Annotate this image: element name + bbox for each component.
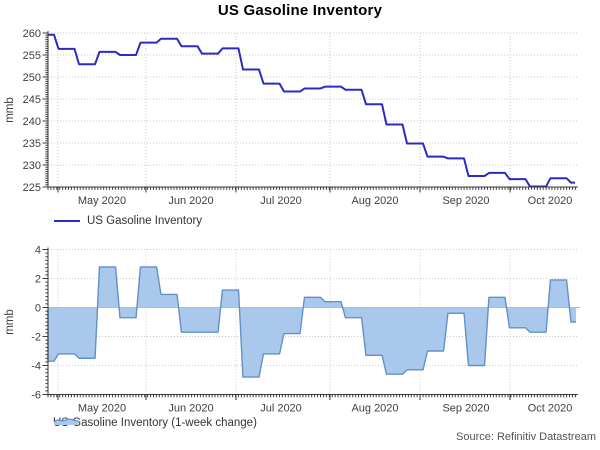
axes (42, 31, 578, 193)
tick-label: 260 (23, 28, 41, 40)
y-axis-unit-label: mmb (4, 309, 16, 335)
bottom-chart: -6 -4 -2 0 2 4 May 2020 Jun 2020 Jul 2020 Aug 202… (4, 245, 580, 415)
axes (42, 247, 578, 400)
tick-label: May 2020 (78, 403, 126, 415)
month-labels: May 2020 Jun 2020 Jul 2020 Aug 2020 Sep 2020… (78, 195, 572, 207)
tick-label: -2 (31, 332, 41, 344)
tick-label: 230 (23, 160, 41, 172)
tick-label: Sep 2020 (442, 403, 489, 415)
bottom-chart-legend: US Gasoline Inventory (1-week change) (53, 415, 257, 431)
tick-label: 0 (35, 303, 41, 315)
legend-label: US Gasoline Inventory (1-week change) (53, 417, 257, 429)
area-swatch-icon (53, 418, 79, 425)
month-labels: May 2020 Jun 2020 Jul 2020 Aug 2020 Sep 2020… (78, 403, 572, 415)
tick-label: Aug 2020 (351, 195, 398, 207)
tick-label: -6 (31, 390, 41, 402)
tick-label: 4 (35, 245, 41, 257)
gridlines (48, 32, 578, 187)
tick-label: -4 (31, 361, 41, 373)
gridlines (48, 249, 578, 395)
change-area-fill (48, 266, 576, 378)
tick-label: 240 (23, 116, 41, 128)
tick-label: Oct 2020 (528, 403, 573, 415)
top-chart-legend: US Gasoline Inventory (54, 213, 202, 229)
top-chart: 225 230 235 240 245 250 255 260 May 2020 Jun 2020… (4, 28, 578, 207)
tick-label: Jul 2020 (260, 195, 302, 207)
tick-label: 2 (35, 274, 41, 286)
y-axis-unit-label: mmb (4, 97, 16, 123)
tick-label: Jun 2020 (168, 195, 213, 207)
source-attribution: Source: Refinitiv Datastream (456, 431, 596, 443)
tick-label: 250 (23, 72, 41, 84)
y-tick-labels: -6 -4 -2 0 2 4 (31, 245, 41, 402)
tick-label: Jun 2020 (168, 403, 213, 415)
tick-label: 235 (23, 138, 41, 150)
tick-label: Oct 2020 (528, 195, 573, 207)
tick-label: Aug 2020 (351, 403, 398, 415)
tick-label: May 2020 (78, 195, 126, 207)
tick-label: 255 (23, 50, 41, 62)
tick-label: 245 (23, 94, 41, 106)
tick-label: 225 (23, 182, 41, 194)
page-title: US Gasoline Inventory (217, 2, 383, 19)
y-tick-labels: 225 230 235 240 245 250 255 260 (23, 28, 41, 194)
line-swatch-icon (54, 220, 80, 222)
tick-label: Jul 2020 (260, 403, 302, 415)
inventory-line (48, 33, 575, 188)
tick-label: Sep 2020 (442, 195, 489, 207)
legend-label: US Gasoline Inventory (87, 215, 203, 227)
change-area-edge (47, 266, 576, 378)
